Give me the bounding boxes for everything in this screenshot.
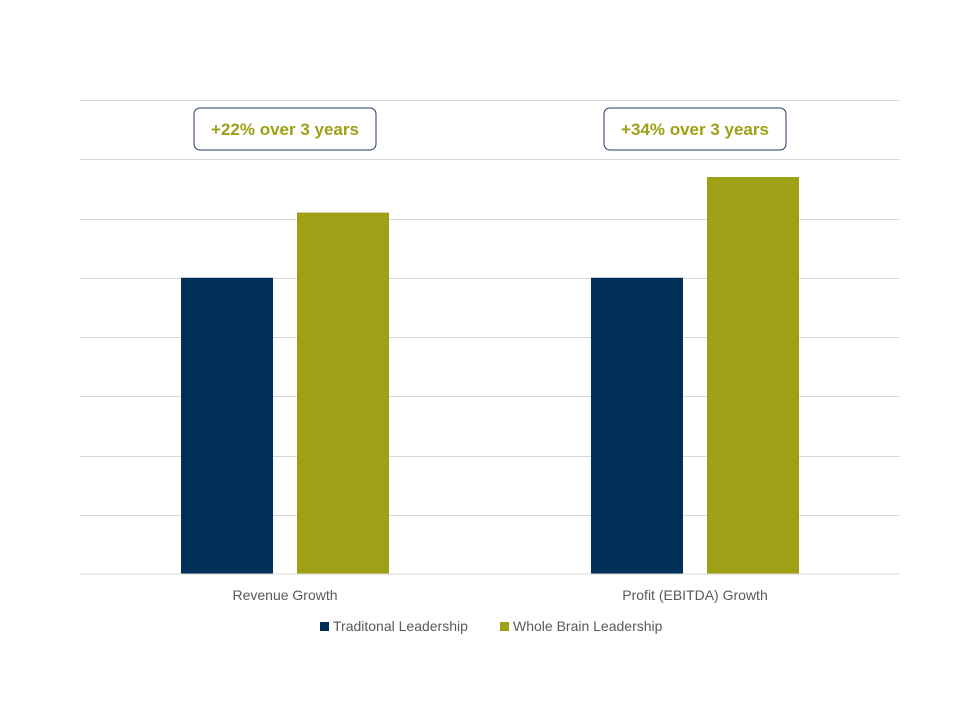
legend-swatch (500, 622, 509, 631)
annotation-text: +22% over 3 years (211, 120, 359, 139)
x-tick-label: Revenue Growth (232, 587, 337, 603)
bar-traditional-profit (591, 277, 683, 574)
bar-whole-brain-profit (707, 177, 799, 574)
annotation-box (193, 107, 377, 151)
x-tick-labels: Revenue Growth Profit (EBITDA) Growth (232, 587, 767, 603)
legend-label: Whole Brain Leadership (513, 618, 663, 634)
bar-traditional-revenue (181, 277, 273, 574)
annotation-text: +34% over 3 years (621, 120, 769, 139)
legend: Traditonal Leadership Whole Brain Leaders… (320, 618, 663, 634)
annotation-box (603, 107, 787, 151)
legend-label: Traditonal Leadership (333, 618, 468, 634)
x-tick-label: Profit (EBITDA) Growth (622, 587, 767, 603)
bar-whole-brain-revenue (297, 212, 389, 574)
annotations: +22% over 3 years +34% over 3 years (193, 107, 787, 151)
legend-swatch (320, 622, 329, 631)
bars (181, 177, 799, 574)
